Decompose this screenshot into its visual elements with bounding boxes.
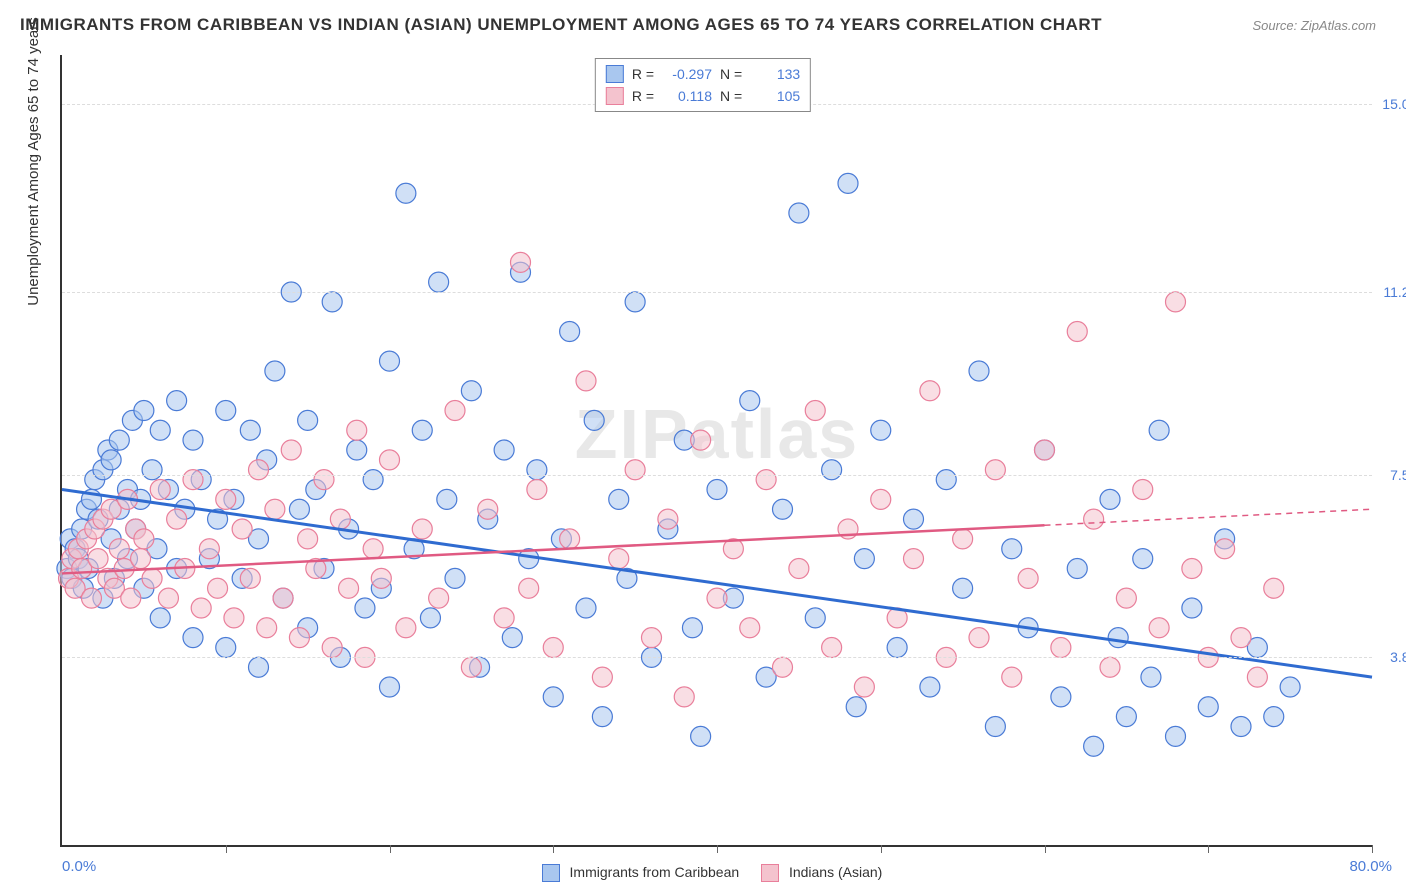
x-tick (1208, 845, 1209, 853)
gridline (62, 475, 1372, 476)
x-tick (226, 845, 227, 853)
y-axis-label: Unemployment Among Ages 65 to 74 years (25, 17, 42, 306)
n-label: N = (720, 85, 742, 107)
plot-area: ZIPatlas 0.0% 80.0% 3.8%7.5%11.2%15.0% (60, 55, 1372, 847)
gridline (62, 657, 1372, 658)
x-tick (881, 845, 882, 853)
n-label: N = (720, 63, 742, 85)
chart-title: IMMIGRANTS FROM CARIBBEAN VS INDIAN (ASI… (20, 15, 1102, 35)
legend-swatch-1 (606, 65, 624, 83)
r-label: R = (632, 63, 654, 85)
x-tick (553, 845, 554, 853)
correlation-legend: R = -0.297 N = 133 R = 0.118 N = 105 (595, 58, 811, 112)
x-tick (1372, 845, 1373, 853)
series-legend: Immigrants from Caribbean Indians (Asian… (0, 864, 1406, 882)
source-label: Source: ZipAtlas.com (1252, 18, 1376, 33)
legend-swatch-bottom-1 (542, 864, 560, 882)
series-name-2: Indians (Asian) (789, 864, 882, 880)
y-tick-label: 15.0% (1377, 96, 1406, 112)
legend-swatch-2 (606, 87, 624, 105)
legend-row-series1: R = -0.297 N = 133 (606, 63, 800, 85)
gridline (62, 292, 1372, 293)
plot-svg (62, 55, 1372, 845)
n-value-2: 105 (750, 85, 800, 107)
n-value-1: 133 (750, 63, 800, 85)
r-value-1: -0.297 (662, 63, 712, 85)
x-tick (1045, 845, 1046, 853)
chart-container: IMMIGRANTS FROM CARIBBEAN VS INDIAN (ASI… (0, 0, 1406, 892)
legend-row-series2: R = 0.118 N = 105 (606, 85, 800, 107)
series-name-1: Immigrants from Caribbean (570, 864, 740, 880)
y-tick-label: 7.5% (1377, 467, 1406, 483)
y-tick-label: 3.8% (1377, 649, 1406, 665)
y-tick-label: 11.2% (1377, 284, 1406, 300)
x-tick (717, 845, 718, 853)
r-label: R = (632, 85, 654, 107)
legend-swatch-bottom-2 (761, 864, 779, 882)
x-tick (390, 845, 391, 853)
r-value-2: 0.118 (662, 85, 712, 107)
